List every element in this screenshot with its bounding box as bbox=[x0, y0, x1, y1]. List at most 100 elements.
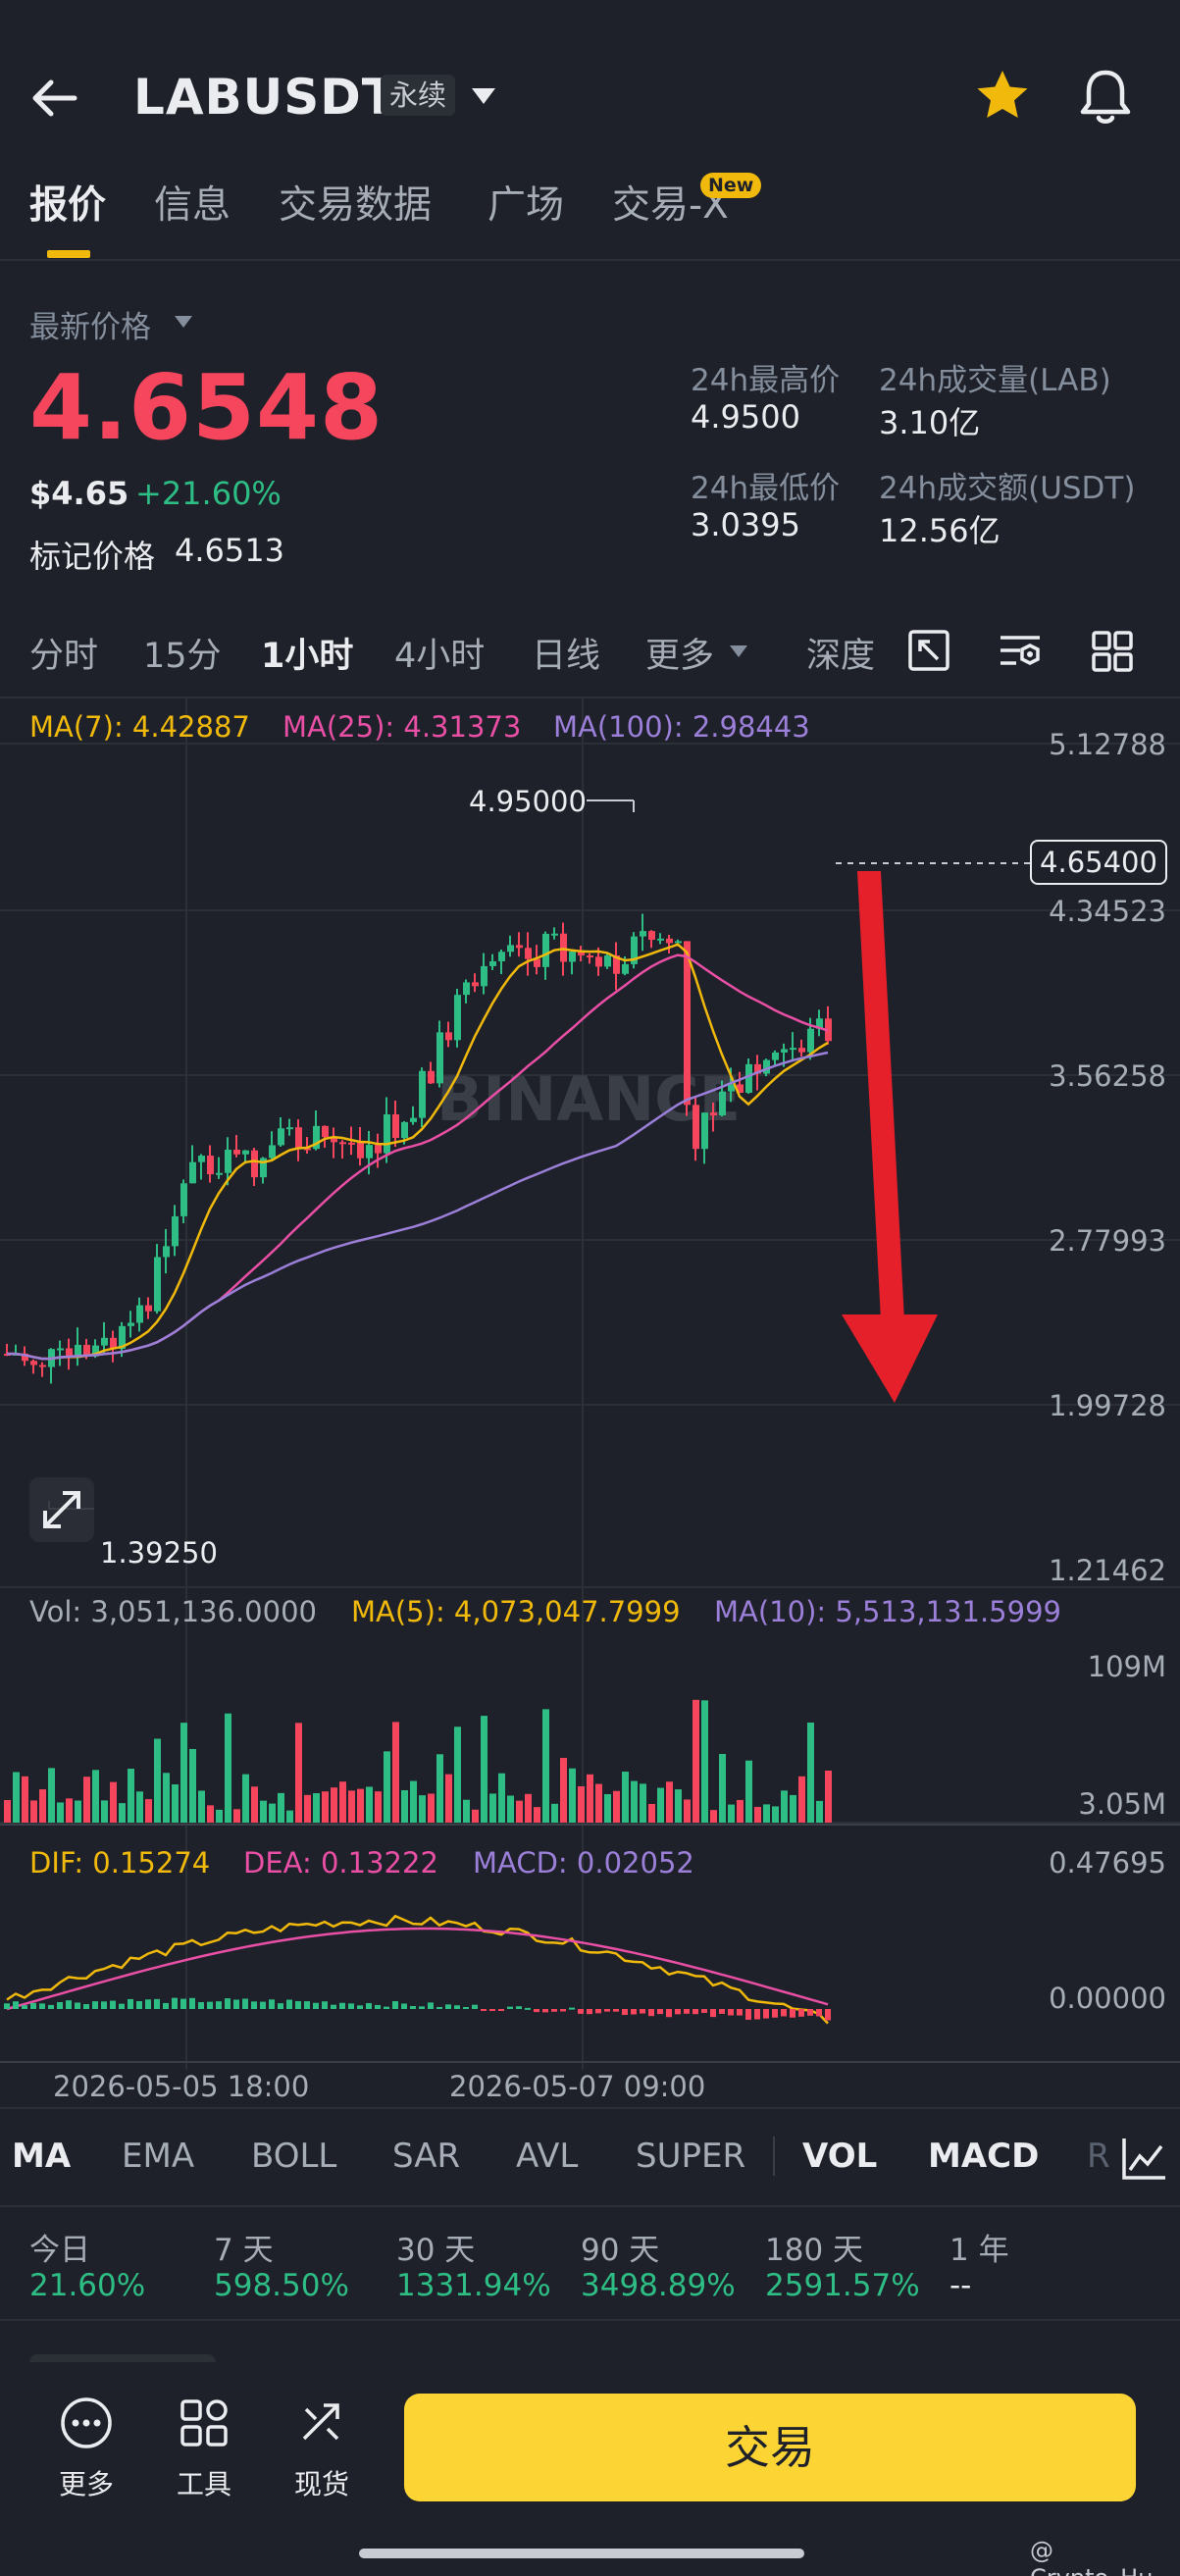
ind-super[interactable]: SUPER bbox=[636, 2137, 746, 2176]
volume-bar bbox=[30, 1800, 37, 1823]
volume-bar bbox=[507, 1795, 514, 1823]
expand-icon[interactable] bbox=[29, 1477, 94, 1542]
volume-bar bbox=[216, 1809, 223, 1823]
volume-bar bbox=[719, 1753, 726, 1823]
macd-bar bbox=[92, 2001, 98, 2009]
candle bbox=[295, 1127, 302, 1149]
volume-bar bbox=[816, 1800, 823, 1823]
indicator-settings-button[interactable] bbox=[997, 628, 1044, 677]
tab-info[interactable]: 信息 bbox=[154, 183, 231, 228]
macd-bar bbox=[48, 2004, 54, 2009]
tf-4h[interactable]: 4小时 bbox=[394, 637, 486, 676]
volume-bar bbox=[622, 1772, 629, 1823]
price-change: +21.60% bbox=[135, 475, 282, 512]
tf-1d[interactable]: 日线 bbox=[532, 637, 601, 676]
macd-bar bbox=[666, 2009, 672, 2018]
volume-24h-label: 24h成交量(LAB) bbox=[879, 363, 1111, 398]
macd-value: MACD: 0.02052 bbox=[473, 1846, 694, 1880]
ind-sar[interactable]: SAR bbox=[392, 2137, 461, 2176]
candle bbox=[631, 936, 638, 964]
volume-bar bbox=[498, 1773, 505, 1823]
candle bbox=[392, 1114, 399, 1139]
macd-bar bbox=[489, 2009, 495, 2011]
volume-bar bbox=[560, 1758, 567, 1823]
chart-line-icon bbox=[1122, 2138, 1165, 2180]
high-24h-label: 24h最高价 bbox=[691, 363, 841, 398]
macd-bar bbox=[684, 2009, 690, 2014]
mark-price: 4.6513 bbox=[175, 532, 284, 569]
chart-settings-button[interactable] bbox=[906, 628, 951, 677]
symbol-title[interactable]: LABUSDT bbox=[133, 69, 396, 126]
tf-1h[interactable]: 1小时 bbox=[261, 637, 354, 676]
candle bbox=[375, 1145, 382, 1154]
spot-button[interactable]: 现货 bbox=[282, 2396, 361, 2502]
symbol-dropdown[interactable] bbox=[469, 84, 498, 108]
perf-label: 7 天 bbox=[214, 2233, 274, 2268]
tools-button[interactable]: 工具 bbox=[165, 2396, 243, 2502]
ind-avl[interactable]: AVL bbox=[516, 2137, 579, 2176]
ind-ema[interactable]: EMA bbox=[122, 2137, 195, 2176]
volume-bar bbox=[728, 1804, 735, 1823]
volume-bar bbox=[445, 1774, 452, 1823]
volume-bar bbox=[260, 1800, 267, 1823]
favorite-button[interactable] bbox=[973, 67, 1032, 126]
ind-macd[interactable]: MACD bbox=[928, 2137, 1040, 2176]
more-button[interactable]: 更多 bbox=[47, 2396, 126, 2502]
volume-bar bbox=[278, 1792, 284, 1823]
macd-bar bbox=[136, 2001, 142, 2009]
macd-bar bbox=[225, 1998, 231, 2009]
contract-type-badge: 永续 bbox=[381, 75, 456, 116]
candle bbox=[136, 1305, 143, 1323]
tf-line[interactable]: 分时 bbox=[29, 637, 99, 676]
kline-chart[interactable]: BINANCE bbox=[0, 696, 1180, 2119]
tools-label: 工具 bbox=[176, 2468, 231, 2500]
volume-bar bbox=[772, 1806, 779, 1823]
volume-bar bbox=[136, 1791, 143, 1823]
volume-bar bbox=[472, 1809, 479, 1823]
high-24h-value: 4.9500 bbox=[691, 398, 800, 436]
depth-tab[interactable]: 深度 bbox=[806, 637, 876, 676]
tf-15m[interactable]: 15分 bbox=[143, 637, 222, 676]
candle bbox=[66, 1348, 73, 1359]
alert-button[interactable] bbox=[1075, 65, 1136, 128]
volume-bar bbox=[516, 1800, 523, 1823]
time-axis-label: 2026-05-05 18:00 bbox=[53, 2070, 310, 2103]
tab-quote[interactable]: 报价 bbox=[29, 183, 107, 228]
candle bbox=[22, 1353, 28, 1362]
candle bbox=[754, 1063, 761, 1074]
price-axis-label: 4.34523 bbox=[1049, 895, 1166, 928]
candle bbox=[75, 1344, 81, 1359]
perf-value: 1331.94% bbox=[396, 2268, 551, 2303]
trade-button[interactable]: 交易 bbox=[404, 2394, 1136, 2501]
macd-bar bbox=[278, 2003, 283, 2009]
sliders-icon bbox=[1000, 636, 1040, 665]
tab-trading-data[interactable]: 交易数据 bbox=[279, 183, 433, 228]
ind-vol[interactable]: VOL bbox=[802, 2137, 878, 2176]
perf-value: 21.60% bbox=[29, 2268, 146, 2303]
volume-ma5: MA(5): 4,073,047.7999 bbox=[351, 1595, 681, 1628]
macd-bar bbox=[675, 2009, 681, 2015]
ind-ma[interactable]: MA bbox=[12, 2137, 72, 2176]
candle bbox=[384, 1114, 390, 1154]
candle bbox=[587, 955, 593, 958]
tf-more[interactable]: 更多 bbox=[645, 637, 715, 676]
ma-line bbox=[7, 1051, 829, 1361]
volume-bar bbox=[798, 1776, 805, 1823]
layout-button[interactable] bbox=[1091, 630, 1134, 677]
price-type-dropdown[interactable] bbox=[173, 314, 194, 334]
candle bbox=[207, 1156, 214, 1175]
new-badge: New bbox=[700, 173, 762, 198]
ind-boll[interactable]: BOLL bbox=[251, 2137, 337, 2176]
candle bbox=[83, 1344, 90, 1357]
back-button[interactable] bbox=[27, 69, 86, 128]
tab-square[interactable]: 广场 bbox=[487, 183, 565, 228]
ind-rsi[interactable]: R bbox=[1087, 2137, 1110, 2176]
red-arrow-annotation bbox=[842, 871, 938, 1403]
macd-bar bbox=[163, 2002, 169, 2009]
indicator-chart-button[interactable] bbox=[1110, 2127, 1180, 2190]
volume-bar bbox=[684, 1799, 691, 1823]
macd-dif-line bbox=[6, 1914, 829, 2025]
last-price-label[interactable]: 最新价格 bbox=[29, 310, 151, 345]
macd-bar bbox=[745, 2009, 751, 2020]
volume-bar bbox=[578, 1785, 585, 1823]
